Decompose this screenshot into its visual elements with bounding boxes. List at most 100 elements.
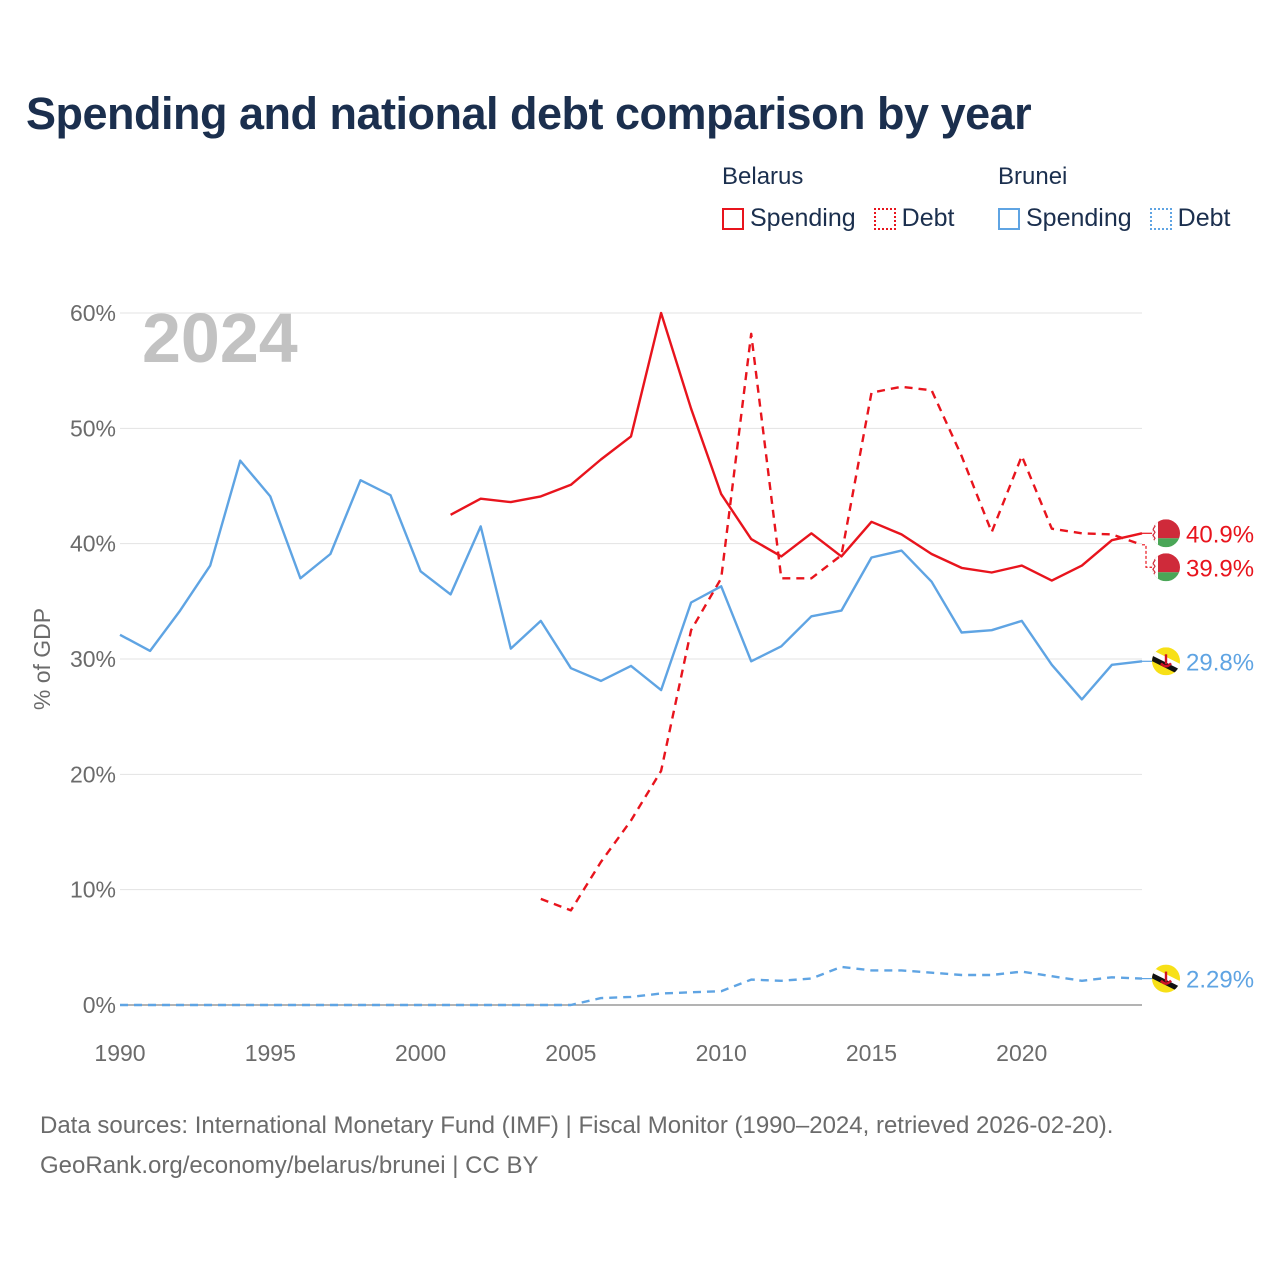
- data-point[interactable]: [1017, 561, 1027, 571]
- data-point[interactable]: [175, 1000, 185, 1010]
- data-point[interactable]: [1107, 660, 1117, 670]
- data-point[interactable]: [145, 646, 155, 656]
- data-point[interactable]: [145, 1000, 155, 1010]
- data-point[interactable]: [506, 497, 516, 507]
- data-point[interactable]: [746, 329, 756, 339]
- data-point[interactable]: [446, 589, 456, 599]
- data-point[interactable]: [686, 404, 696, 414]
- data-point[interactable]: [536, 894, 546, 904]
- data-point[interactable]: [987, 527, 997, 537]
- legend-brunei-debt[interactable]: Debt: [1149, 204, 1230, 233]
- data-point[interactable]: [987, 568, 997, 578]
- data-point[interactable]: [806, 973, 816, 983]
- data-point[interactable]: [1047, 576, 1057, 586]
- data-point[interactable]: [656, 685, 666, 695]
- data-point[interactable]: [686, 597, 696, 607]
- data-point[interactable]: [386, 490, 396, 500]
- data-point[interactable]: [416, 566, 426, 576]
- data-point[interactable]: [536, 616, 546, 626]
- data-point[interactable]: [866, 965, 876, 975]
- data-point[interactable]: [746, 534, 756, 544]
- data-point[interactable]: [566, 480, 576, 490]
- data-point[interactable]: [325, 549, 335, 559]
- data-point[interactable]: [866, 388, 876, 398]
- data-point[interactable]: [476, 1000, 486, 1010]
- data-point[interactable]: [746, 656, 756, 666]
- legend-brunei-spending[interactable]: Spending: [998, 204, 1132, 233]
- data-point[interactable]: [656, 766, 666, 776]
- data-point[interactable]: [1107, 972, 1117, 982]
- data-point[interactable]: [1077, 561, 1087, 571]
- data-point[interactable]: [265, 491, 275, 501]
- data-point[interactable]: [536, 1000, 546, 1010]
- data-point[interactable]: [716, 986, 726, 996]
- data-point[interactable]: [746, 975, 756, 985]
- data-point[interactable]: [987, 970, 997, 980]
- data-point[interactable]: [295, 1000, 305, 1010]
- data-point[interactable]: [506, 1000, 516, 1010]
- data-point[interactable]: [927, 577, 937, 587]
- data-point[interactable]: [596, 454, 606, 464]
- data-point[interactable]: [656, 988, 666, 998]
- data-point[interactable]: [235, 1000, 245, 1010]
- data-point[interactable]: [927, 385, 937, 395]
- data-point[interactable]: [476, 494, 486, 504]
- data-point[interactable]: [446, 1000, 456, 1010]
- data-point[interactable]: [115, 1000, 125, 1010]
- data-point[interactable]: [716, 581, 726, 591]
- data-point[interactable]: [806, 611, 816, 621]
- data-point[interactable]: [957, 451, 967, 461]
- data-point[interactable]: [1047, 660, 1057, 670]
- data-point[interactable]: [566, 905, 576, 915]
- data-point[interactable]: [355, 1000, 365, 1010]
- data-point[interactable]: [626, 661, 636, 671]
- data-point[interactable]: [596, 676, 606, 686]
- data-point[interactable]: [626, 992, 636, 1002]
- data-point[interactable]: [416, 1000, 426, 1010]
- data-point[interactable]: [115, 630, 125, 640]
- data-point[interactable]: [776, 573, 786, 583]
- data-point[interactable]: [686, 625, 696, 635]
- data-point[interactable]: [295, 573, 305, 583]
- data-point[interactable]: [957, 970, 967, 980]
- data-point[interactable]: [716, 489, 726, 499]
- data-point[interactable]: [626, 815, 636, 825]
- legend-belarus-debt[interactable]: Debt: [873, 204, 954, 233]
- data-point[interactable]: [1107, 529, 1117, 539]
- data-point[interactable]: [806, 528, 816, 538]
- data-point[interactable]: [265, 1000, 275, 1010]
- data-point[interactable]: [897, 546, 907, 556]
- data-point[interactable]: [626, 431, 636, 441]
- data-point[interactable]: [656, 308, 666, 318]
- data-point[interactable]: [1047, 971, 1057, 981]
- data-point[interactable]: [566, 1000, 576, 1010]
- data-point[interactable]: [927, 549, 937, 559]
- data-point[interactable]: [806, 573, 816, 583]
- data-point[interactable]: [446, 510, 456, 520]
- data-point[interactable]: [1077, 694, 1087, 704]
- data-point[interactable]: [1047, 524, 1057, 534]
- data-point[interactable]: [957, 563, 967, 573]
- data-point[interactable]: [325, 1000, 335, 1010]
- data-point[interactable]: [1077, 976, 1087, 986]
- data-point[interactable]: [927, 968, 937, 978]
- data-point[interactable]: [1017, 967, 1027, 977]
- series-line-brunei-spending[interactable]: [119, 459, 1143, 701]
- data-point[interactable]: [897, 529, 907, 539]
- data-point[interactable]: [987, 625, 997, 635]
- data-point[interactable]: [836, 550, 846, 560]
- data-point[interactable]: [836, 606, 846, 616]
- data-point[interactable]: [506, 644, 516, 654]
- series-line-belarus-spending[interactable]: [450, 311, 1143, 582]
- data-point[interactable]: [897, 382, 907, 392]
- data-point[interactable]: [957, 627, 967, 637]
- data-point[interactable]: [776, 976, 786, 986]
- series-line-belarus-debt[interactable]: [540, 332, 1143, 912]
- data-point[interactable]: [1077, 528, 1087, 538]
- legend-belarus-spending[interactable]: Spending: [722, 204, 856, 233]
- data-point[interactable]: [205, 561, 215, 571]
- data-point[interactable]: [175, 606, 185, 616]
- data-point[interactable]: [866, 517, 876, 527]
- data-point[interactable]: [596, 857, 606, 867]
- data-point[interactable]: [536, 491, 546, 501]
